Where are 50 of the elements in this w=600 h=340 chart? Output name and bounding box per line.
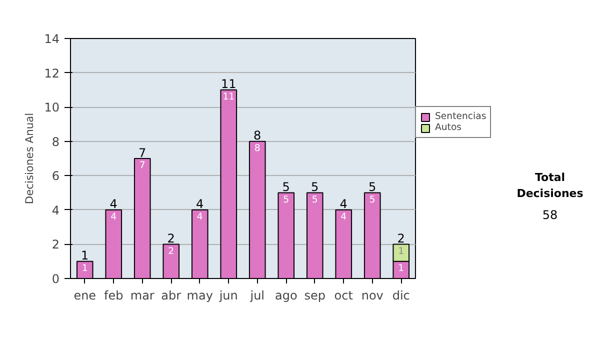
x-tick-label: jun: [218, 288, 238, 302]
x-tick-label: may: [186, 288, 213, 302]
data-label: 7: [139, 160, 146, 172]
data-label: 4: [340, 212, 347, 222]
x-tick-label: ene: [74, 288, 96, 302]
total-label: 5: [282, 180, 290, 194]
data-label: 1: [398, 262, 404, 274]
legend-label: Autos: [435, 122, 462, 133]
x-tick-label: jul: [249, 288, 265, 302]
data-label: 4: [110, 212, 117, 222]
total-label: 4: [340, 197, 348, 212]
y-tick-label: 6: [52, 169, 60, 184]
total-label: 2: [167, 232, 175, 246]
total-label: 4: [110, 197, 118, 212]
data-label: 1: [398, 246, 404, 257]
data-label: 2: [168, 246, 174, 257]
total-label: 2: [397, 232, 405, 246]
y-axis-title: Decisiones Anual: [23, 112, 36, 204]
y-tick-label: 10: [44, 100, 60, 115]
x-tick-label: oct: [334, 288, 354, 302]
total-label: 4: [196, 197, 204, 212]
x-tick-label: ago: [274, 288, 298, 302]
text: 58: [541, 207, 559, 224]
legend-label: Sentencias: [435, 111, 486, 122]
x-tick-label: dic: [392, 288, 410, 302]
x-tick-label: abr: [161, 288, 182, 302]
data-label: 5: [283, 194, 290, 206]
total-label: 7: [138, 146, 146, 160]
y-tick-label: 14: [44, 32, 60, 46]
data-label: 5: [312, 194, 318, 206]
total-label: 1: [81, 248, 89, 263]
data-label: 4: [196, 212, 203, 222]
data-label: 1: [82, 262, 88, 274]
y-tick-label: 0: [52, 272, 60, 286]
x-tick-label: nov: [361, 288, 384, 302]
data-label: 5: [369, 194, 376, 206]
y-tick-label: 4: [52, 203, 60, 218]
text: Total Decisiones: [516, 170, 584, 202]
total-label: 8: [254, 128, 262, 143]
y-tick-label: 12: [44, 66, 60, 80]
total-label: 5: [311, 180, 319, 194]
x-tick-label: sep: [304, 288, 326, 302]
data-label: 8: [254, 142, 260, 154]
x-tick-label: mar: [130, 288, 154, 302]
total-label: 5: [368, 180, 376, 194]
total-label: 11: [220, 77, 236, 92]
data-label: 11: [222, 92, 235, 102]
x-tick-label: feb: [104, 288, 124, 302]
y-tick-label: 2: [52, 238, 60, 252]
y-tick-label: 8: [52, 134, 60, 149]
